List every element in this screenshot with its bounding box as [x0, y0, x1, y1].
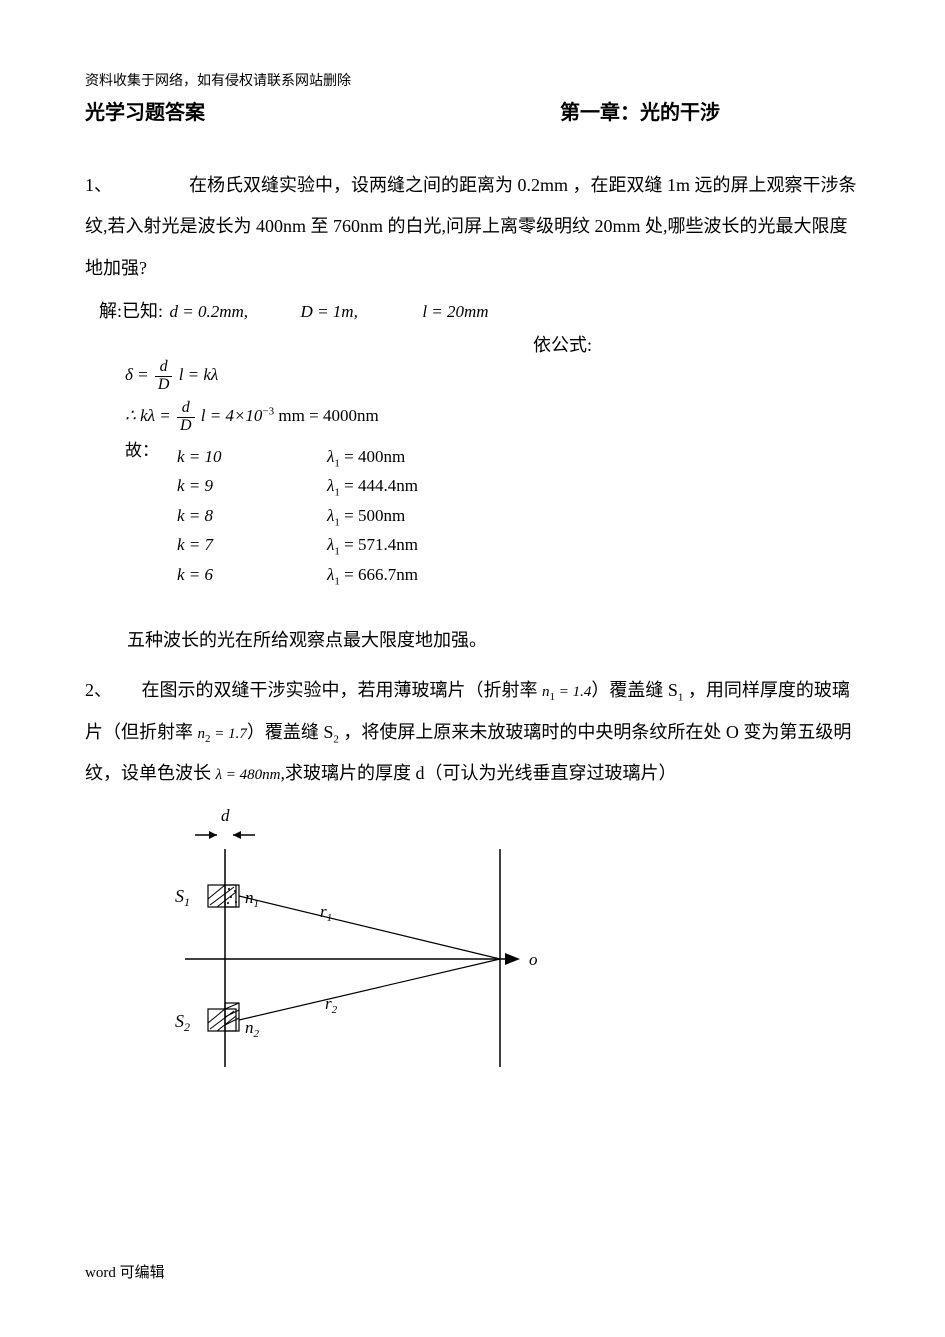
k-cell: k = 9	[177, 472, 327, 502]
q1-number: 1、	[85, 165, 137, 206]
eq1-den: D	[155, 377, 173, 394]
lambda-cell: λ1 = 571.4nm	[327, 531, 418, 561]
table-row: k = 8 λ1 = 500nm	[141, 502, 860, 532]
q1-conclusion: 五种波长的光在所给观察点最大限度地加强。	[85, 626, 860, 652]
k-cell: k = 8	[177, 502, 327, 532]
eq1: δ = d D l = kλ	[125, 359, 860, 394]
table-row: k = 6 λ1 = 666.7nm	[141, 561, 860, 591]
label-d: d	[221, 807, 230, 825]
lambda-cell: λ1 = 500nm	[327, 502, 405, 532]
sol-label: 解:已知:	[99, 301, 163, 321]
k-cell: k = 7	[177, 531, 327, 561]
label-S1: S1	[175, 886, 190, 909]
label-S2: S2	[175, 1011, 190, 1034]
top-note: 资料收集于网络，如有侵权请联系网站删除	[85, 70, 860, 90]
q1-given: 解:已知: d = 0.2mm, D = 1m, l = 20mm	[85, 297, 860, 323]
label-o: o	[529, 950, 538, 969]
header-right: 第一章：光的干涉	[560, 96, 860, 125]
eq1-rhs: l = kλ	[179, 365, 219, 384]
q2-number: 2、	[85, 670, 137, 711]
q1-result-table: k = 10 λ1 = 400nm k = 9 λ1 = 444.4nm k =…	[85, 443, 860, 591]
lambda-cell: λ1 = 444.4nm	[327, 472, 418, 502]
eq2-exp: −3	[262, 405, 274, 417]
q1-text: 在杨氏双缝实验中，设两缝之间的距离为 0.2mm ，在距双缝 1m 远的屏上观察…	[85, 175, 857, 278]
lambda-cell: λ1 = 400nm	[327, 443, 405, 473]
given-D: D = 1m,	[301, 302, 358, 321]
eq2-pre: ∴ kλ =	[125, 406, 171, 425]
given-l: l = 20mm	[422, 302, 488, 321]
table-row: k = 9 λ1 = 444.4nm	[141, 472, 860, 502]
table-row: k = 10 λ1 = 400nm	[141, 443, 860, 473]
q2-text: 在图示的双缝干涉实验中，若用薄玻璃片（折射率 n1 = 1.4）覆盖缝 S1 ，…	[85, 680, 851, 783]
eq2-frac: d D	[177, 400, 195, 435]
double-slit-diagram: d S1 S2 n1 n2	[145, 807, 565, 1107]
question-2: 2、 在图示的双缝干涉实验中，若用薄玻璃片（折射率 n1 = 1.4）覆盖缝 S…	[85, 670, 860, 794]
eq2-post: l = 4×10	[201, 406, 263, 425]
eq1-frac: d D	[155, 359, 173, 394]
question-1: 1、在杨氏双缝实验中，设两缝之间的距离为 0.2mm ，在距双缝 1m 远的屏上…	[85, 165, 860, 289]
k-cell: k = 10	[177, 443, 327, 473]
eq2-tail: mm = 4000nm	[274, 406, 379, 425]
formula-label: 依公式:	[85, 331, 860, 357]
eq1-num: d	[155, 359, 173, 377]
eq2-num: d	[177, 400, 195, 418]
page-header: 光学习题答案 第一章：光的干涉	[85, 96, 860, 125]
given-d: d = 0.2mm,	[170, 302, 249, 321]
q2-diagram: d S1 S2 n1 n2	[85, 807, 860, 1112]
label-n1: n1	[245, 888, 259, 910]
lambda-cell: λ1 = 666.7nm	[327, 561, 418, 591]
gu-label: 故：	[125, 441, 159, 460]
header-left: 光学习题答案	[85, 96, 205, 125]
label-r1: r1	[320, 902, 332, 924]
k-cell: k = 6	[177, 561, 327, 591]
label-n2: n2	[245, 1018, 260, 1040]
table-row: k = 7 λ1 = 571.4nm	[141, 531, 860, 561]
eq2: ∴ kλ = d D l = 4×10−3 mm = 4000nm	[125, 400, 860, 435]
eq2-den: D	[177, 418, 195, 435]
footer-text: word 可编辑	[85, 1261, 165, 1282]
eq1-lhs: δ =	[125, 365, 149, 384]
